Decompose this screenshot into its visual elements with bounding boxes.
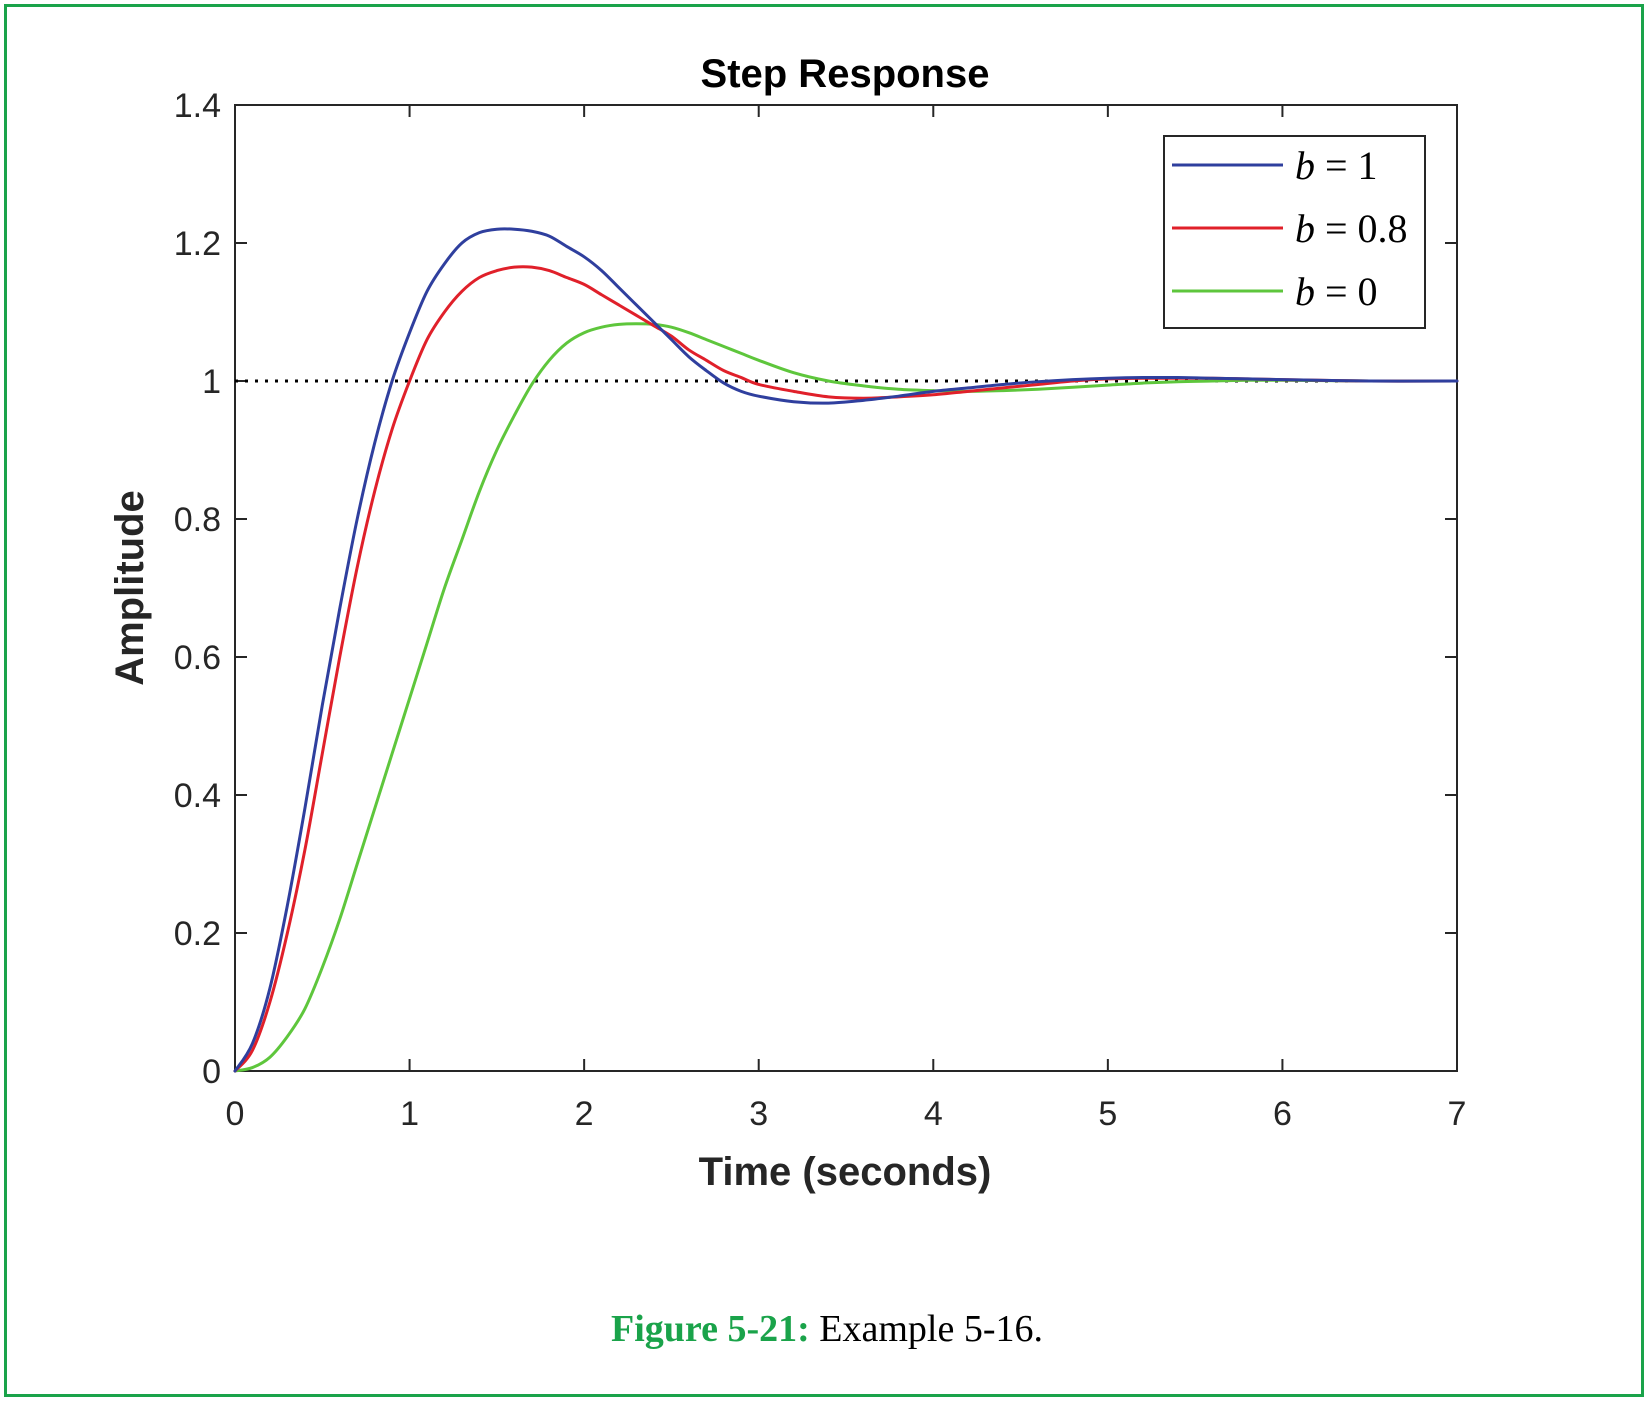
series-lines [233, 227, 1459, 1073]
y-tick-label: 0.8 [174, 501, 221, 539]
legend-label: b = 0 [1295, 269, 1378, 314]
x-tick-label: 7 [1448, 1095, 1467, 1133]
legend-label-value: = 0 [1315, 269, 1378, 314]
legend-label-variable: b [1295, 143, 1315, 188]
step-response-chart: Step Response 0 1 2 3 4 5 6 7 0 0.2 0.4 0.6 0.8 1 1.2… [108, 52, 1467, 1194]
y-tick-label: 1.2 [174, 225, 221, 263]
y-tick-label: 1 [202, 363, 221, 401]
y-axis-label: Amplitude [108, 490, 152, 686]
figure-label: Figure 5-21: [611, 1308, 810, 1350]
legend-label: b = 1 [1295, 143, 1378, 188]
legend-label-value: = 1 [1315, 143, 1378, 188]
y-tick-label: 1.4 [174, 87, 221, 125]
y-axis-ticks: 0 0.2 0.4 0.6 0.8 1 1.2 1.4 [174, 87, 1457, 1091]
figure-caption: Figure 5-21: Example 5-16. [7, 1307, 1647, 1351]
legend-label-variable: b [1295, 269, 1315, 314]
x-axis-ticks: 0 1 2 3 4 5 6 7 [226, 105, 1467, 1133]
x-tick-label: 2 [575, 1095, 594, 1133]
y-tick-label: 0.4 [174, 777, 221, 815]
y-tick-label: 0 [202, 1053, 221, 1091]
x-tick-label: 0 [226, 1095, 245, 1133]
x-tick-label: 5 [1098, 1095, 1117, 1133]
series-line-1 [233, 227, 1459, 1073]
legend-label-variable: b [1295, 206, 1315, 251]
x-tick-label: 3 [749, 1095, 768, 1133]
x-tick-label: 6 [1273, 1095, 1292, 1133]
legend-box [1163, 135, 1426, 329]
figure-caption-text: Example 5-16. [809, 1308, 1043, 1350]
x-tick-label: 1 [400, 1095, 419, 1133]
y-tick-label: 0.2 [174, 915, 221, 953]
x-tick-label: 4 [924, 1095, 943, 1133]
x-axis-label: Time (seconds) [699, 1150, 992, 1194]
y-tick-label: 0.6 [174, 639, 221, 677]
figure-frame: Step Response 0 1 2 3 4 5 6 7 0 0.2 0.4 0.6 0.8 1 1.2… [4, 4, 1644, 1397]
legend-label-value: = 0.8 [1315, 206, 1408, 251]
legend-label: b = 0.8 [1295, 206, 1408, 251]
chart-title: Step Response [701, 52, 990, 96]
legend: b = 1b = 0.8b = 0 [1163, 135, 1426, 329]
